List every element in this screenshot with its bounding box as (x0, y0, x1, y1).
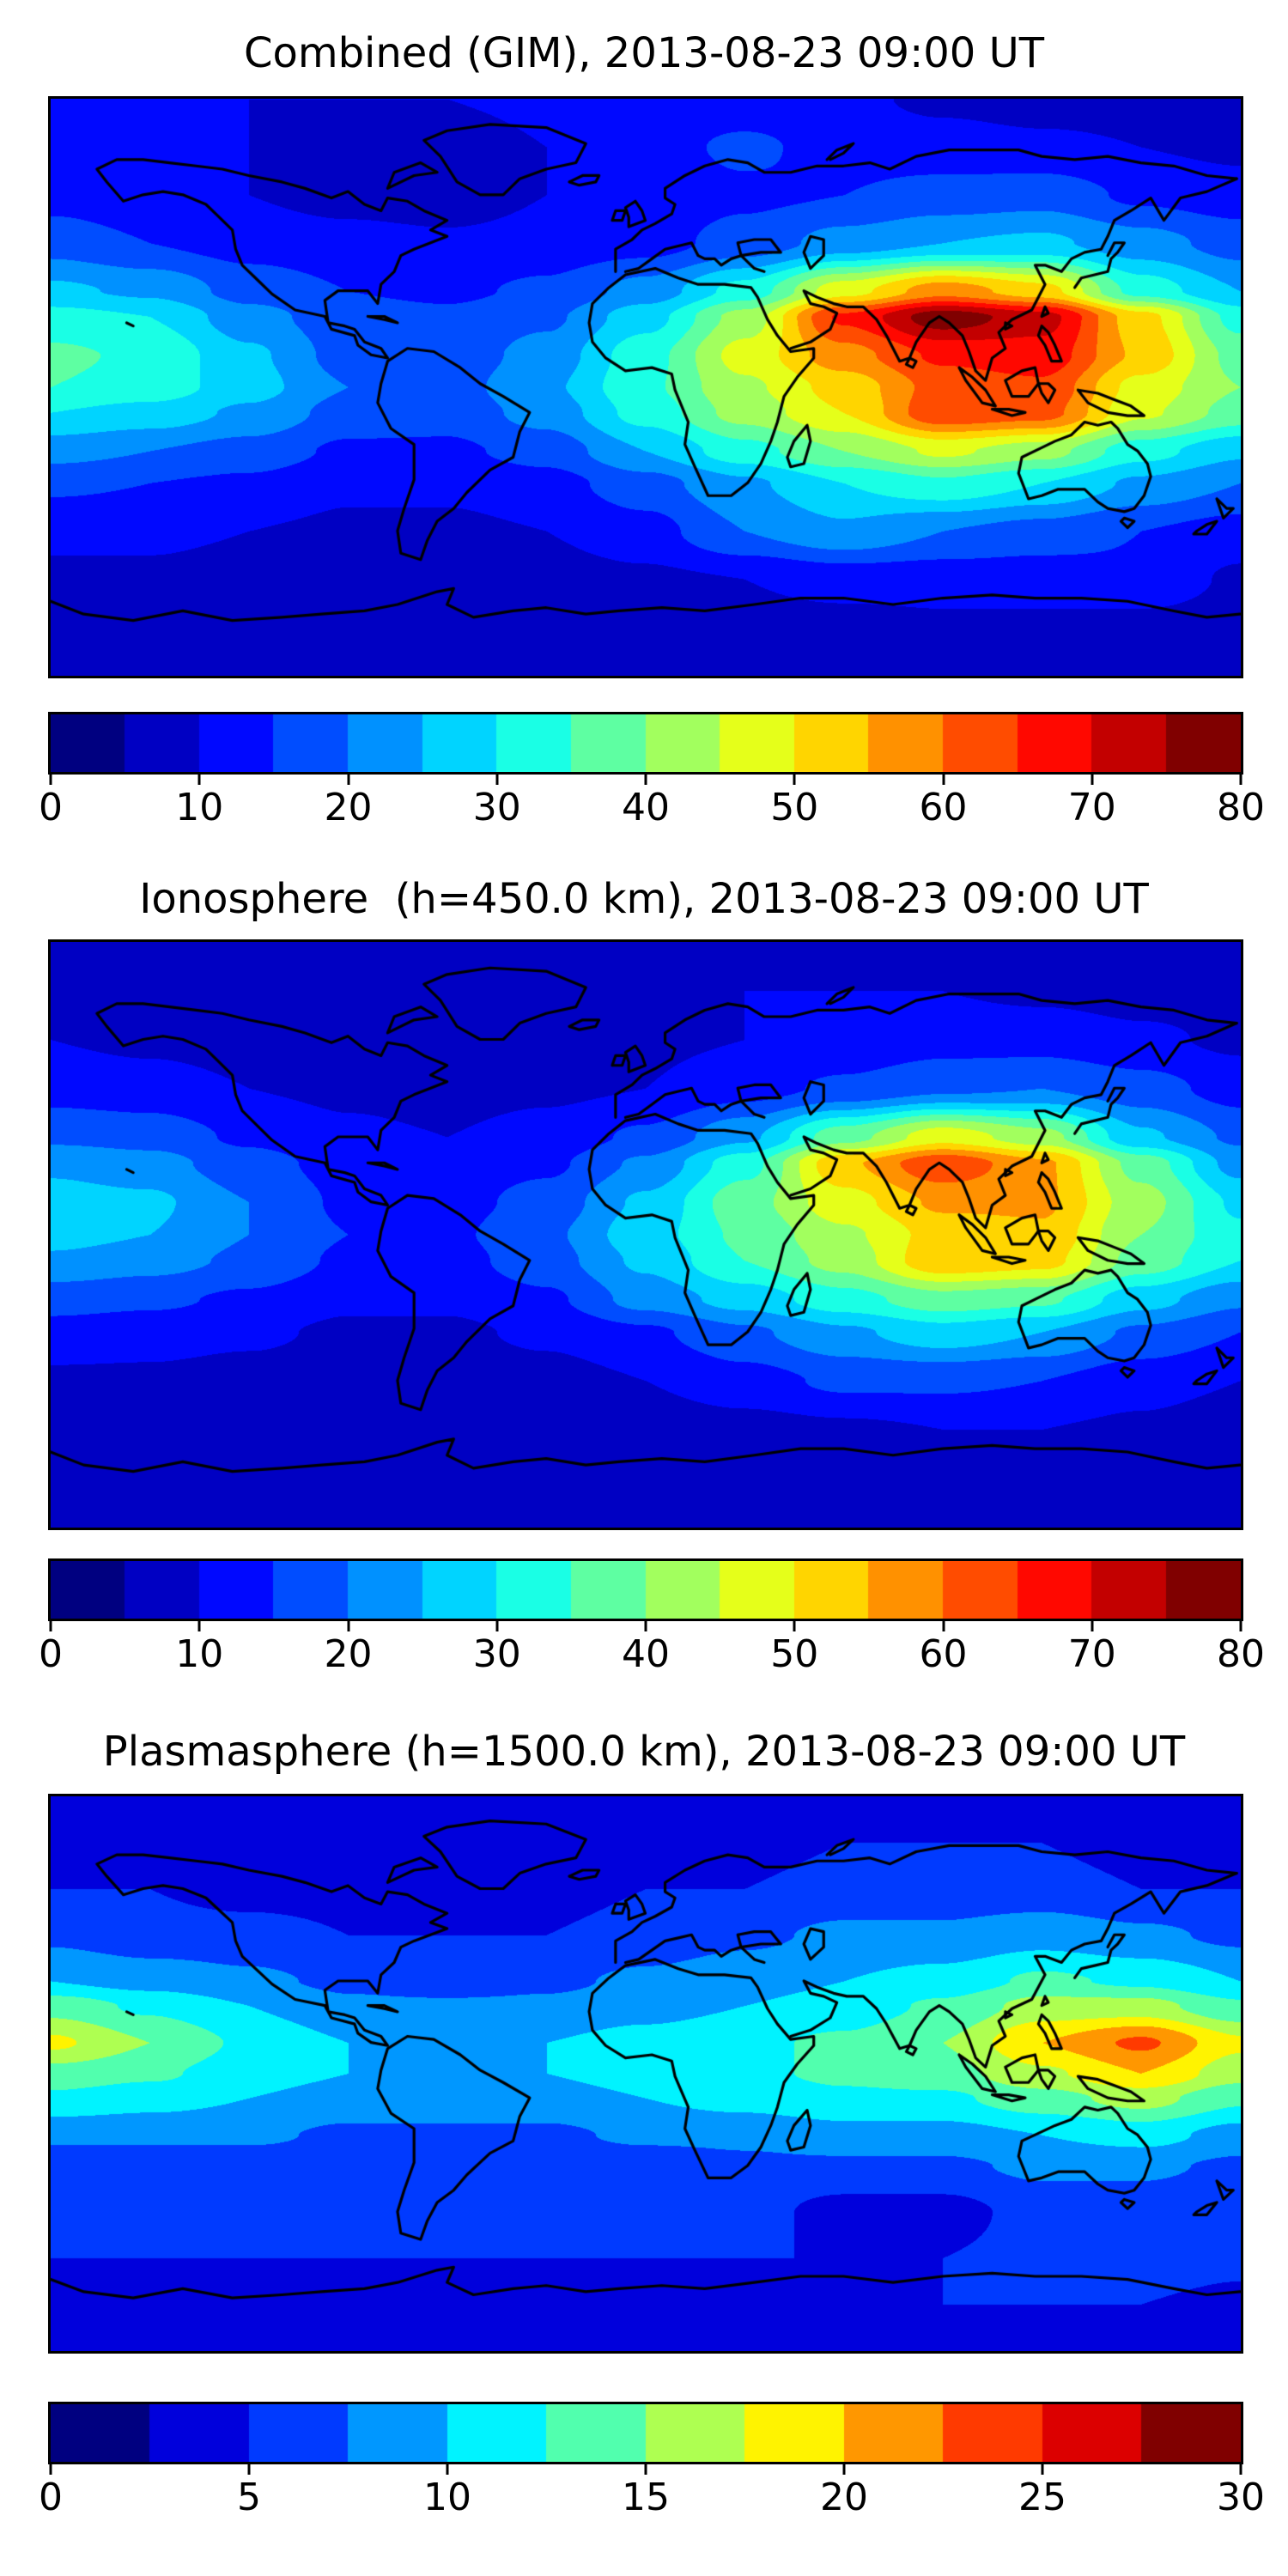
colorbar-tick-label: 25 (1018, 2476, 1066, 2519)
colorbar-tick-label: 0 (39, 786, 63, 829)
colorbar-tick (495, 772, 499, 785)
colorbar-tick (1091, 1619, 1094, 1631)
colorbar-tick-label: 50 (770, 1632, 819, 1676)
colorbar-tick (49, 772, 52, 785)
colorbar-combined (48, 712, 1243, 775)
colorbar-tick (1239, 2462, 1242, 2475)
colorbar-tick-label: 40 (622, 1632, 670, 1676)
colorbar-tick-label: 30 (472, 786, 521, 829)
colorbar-tick-label: 10 (175, 786, 224, 829)
colorbar-tick (842, 2462, 846, 2475)
colorbar-tick-label: 15 (622, 2476, 670, 2519)
colorbar-tick-label: 10 (423, 2476, 471, 2519)
panel-title-combined: Combined (GIM), 2013-08-23 09:00 UT (243, 29, 1045, 77)
map-canvas-plasmasphere (48, 1794, 1243, 2354)
colorbar-tick (1091, 772, 1094, 785)
colorbar-tick (942, 1619, 945, 1631)
colorbar-tick (644, 2462, 647, 2475)
colorbar-ionosphere (48, 1558, 1243, 1621)
colorbar-tick-label: 20 (324, 1632, 373, 1676)
map-canvas-combined (48, 96, 1243, 678)
colorbar-tick-label: 20 (324, 786, 373, 829)
colorbar-plasmasphere (48, 2402, 1243, 2464)
colorbar-tick (644, 772, 647, 785)
colorbar-tick (644, 1619, 647, 1631)
colorbar-tick-label: 70 (1067, 1632, 1116, 1676)
colorbar-tick (446, 2462, 449, 2475)
colorbar-tick (49, 1619, 52, 1631)
panel-title-ionosphere: Ionosphere (h=450.0 km), 2013-08-23 09:0… (139, 875, 1149, 923)
colorbar-tick (347, 772, 349, 785)
colorbar-tick (197, 772, 201, 785)
colorbar-tick (1239, 1619, 1242, 1631)
colorbar-tick-label: 70 (1067, 786, 1116, 829)
colorbar-tick (793, 1619, 796, 1631)
colorbar-tick-label: 60 (919, 1632, 968, 1676)
colorbar-tick (197, 1619, 201, 1631)
colorbar-tick-label: 5 (237, 2476, 261, 2519)
colorbar-tick-label: 30 (1217, 2476, 1265, 2519)
map-canvas-ionosphere (48, 939, 1243, 1530)
colorbar-tick-label: 40 (622, 786, 670, 829)
colorbar-tick (347, 1619, 349, 1631)
colorbar-tick-label: 80 (1217, 1632, 1265, 1676)
colorbar-tick-label: 0 (39, 1632, 63, 1676)
colorbar-tick-label: 30 (472, 1632, 521, 1676)
colorbar-tick (1041, 2462, 1044, 2475)
colorbar-tick-label: 80 (1217, 786, 1265, 829)
colorbar-tick (793, 772, 796, 785)
colorbar-tick (49, 2462, 52, 2475)
colorbar-tick (1239, 772, 1242, 785)
colorbar-tick (942, 772, 945, 785)
panel-title-plasmasphere: Plasmasphere (h=1500.0 km), 2013-08-23 0… (102, 1728, 1186, 1776)
colorbar-tick-label: 20 (820, 2476, 868, 2519)
colorbar-tick-label: 50 (770, 786, 819, 829)
colorbar-tick-label: 60 (919, 786, 968, 829)
colorbar-tick (247, 2462, 251, 2475)
colorbar-tick (495, 1619, 499, 1631)
colorbar-tick-label: 10 (175, 1632, 224, 1676)
colorbar-tick-label: 0 (39, 2476, 63, 2519)
